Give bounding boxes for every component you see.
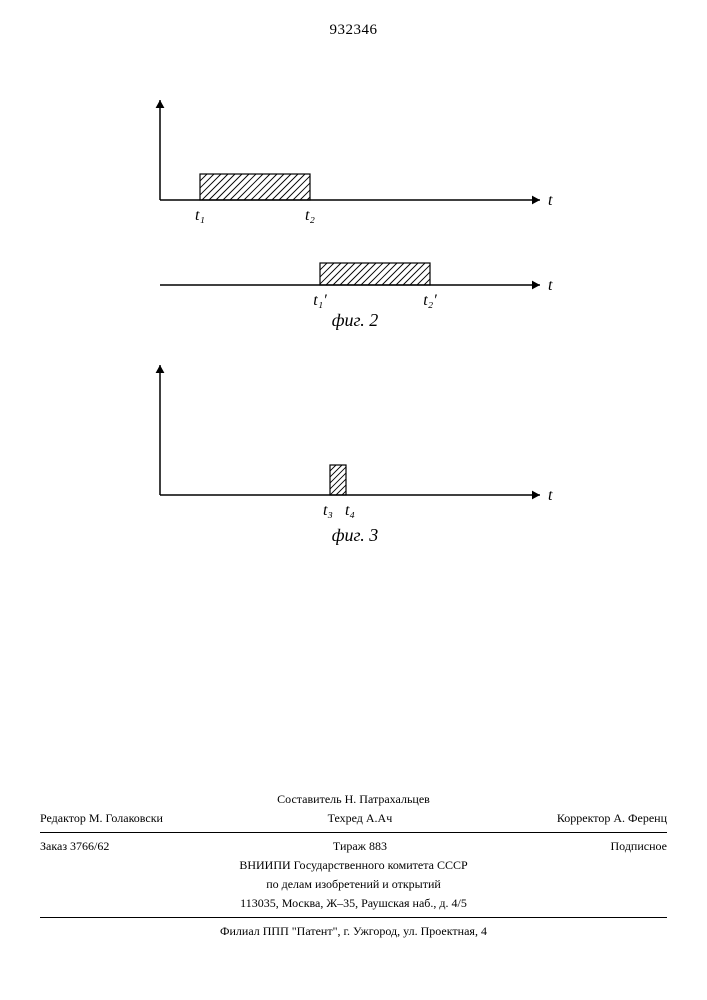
footer-block: Составитель Н. Патрахальцев Редактор М. … [40, 790, 667, 941]
fig3-caption: фиг. 3 [140, 525, 570, 546]
divider [40, 917, 667, 918]
techred-text: Техред А.Ач [328, 811, 393, 826]
subscription-text: Подписное [611, 839, 668, 854]
tirazh-text: Тираж 883 [333, 839, 387, 854]
svg-text:t: t [548, 277, 553, 294]
figures-container: t t₁ t₂ t t₁′ t₂′ фиг. 2 t t₃ t₄ фиг. 3 [140, 90, 570, 546]
corrector-text: Корректор А. Ференц [557, 811, 667, 826]
order-text: Заказ 3766/62 [40, 839, 109, 854]
fig3-plot: t t₃ t₄ [140, 355, 570, 525]
divider [40, 832, 667, 833]
org2-text: по делам изобретений и открытий [40, 875, 667, 894]
svg-text:t₁: t₁ [195, 207, 205, 224]
svg-text:t₄: t₄ [345, 502, 355, 519]
fig2-plot-a: t t₁ t₂ [140, 90, 570, 225]
org3-text: 113035, Москва, Ж–35, Раушская наб., д. … [40, 894, 667, 913]
branch-text: Филиал ППП "Патент", г. Ужгород, ул. Про… [40, 922, 667, 941]
svg-text:t₂′: t₂′ [423, 292, 437, 309]
svg-text:t₁′: t₁′ [313, 292, 327, 309]
svg-text:t: t [548, 192, 553, 209]
svg-text:t₂: t₂ [305, 207, 315, 224]
svg-text:t₃: t₃ [323, 502, 333, 519]
document-number: 932346 [0, 22, 707, 39]
editor-text: Редактор М. Голаковски [40, 811, 163, 826]
fig2-caption: фиг. 2 [140, 310, 570, 331]
compiler-text: Составитель Н. Патрахальцев [277, 792, 430, 806]
fig2-plot-b: t t₁′ t₂′ [140, 225, 570, 310]
org1-text: ВНИИПИ Государственного комитета СССР [40, 856, 667, 875]
svg-text:t: t [548, 487, 553, 504]
